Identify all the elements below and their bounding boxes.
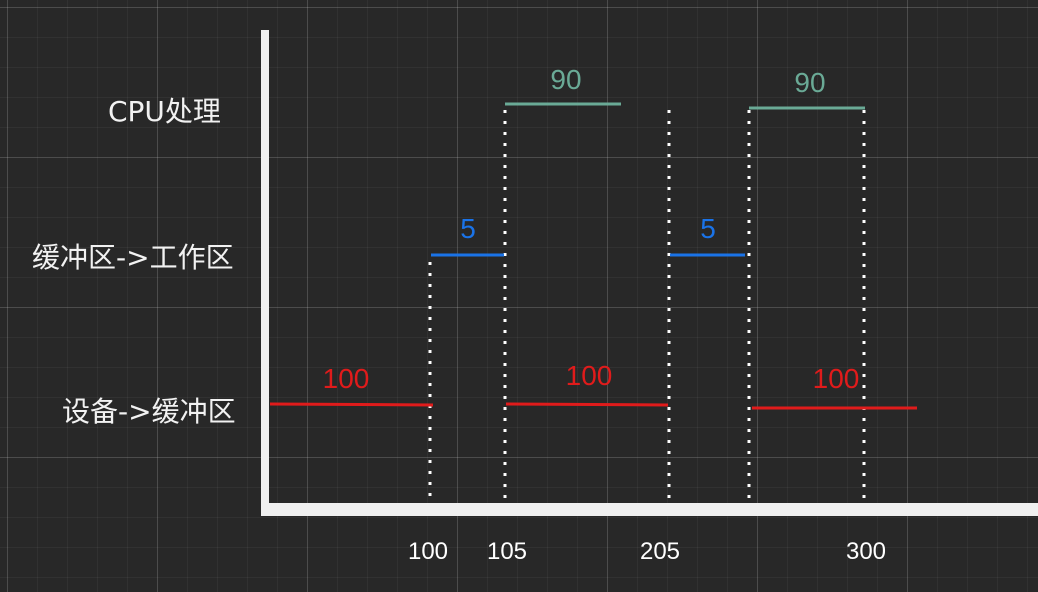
lane-label-device-to-buffer: 设备->缓冲区 [62, 395, 236, 428]
device-segment-3-label: 100 [812, 363, 860, 394]
device-segment-1-label: 100 [322, 363, 370, 394]
device-segment-2-label: 100 [565, 360, 613, 391]
device-segment-1 [269, 402, 434, 407]
guide-lines [428, 110, 866, 503]
lane-label-buffer-to-work: 缓冲区->工作区 [32, 241, 234, 274]
cpu-segment-2-label: 90 [794, 67, 826, 98]
lane-label-cpu: CPU处理 [108, 95, 221, 128]
transfer-segment-2-label: 5 [700, 213, 716, 244]
tick-label-100: 100 [407, 538, 449, 565]
cpu-segment-1-label: 90 [550, 64, 582, 95]
tick-label-205: 205 [639, 538, 681, 565]
tick-label-300: 300 [845, 538, 887, 565]
transfer-segment-1-label: 5 [460, 213, 476, 244]
tick-label-105: 105 [486, 538, 528, 565]
y-axis [261, 30, 269, 516]
device-segment-2 [505, 402, 669, 407]
x-axis [261, 503, 1038, 516]
